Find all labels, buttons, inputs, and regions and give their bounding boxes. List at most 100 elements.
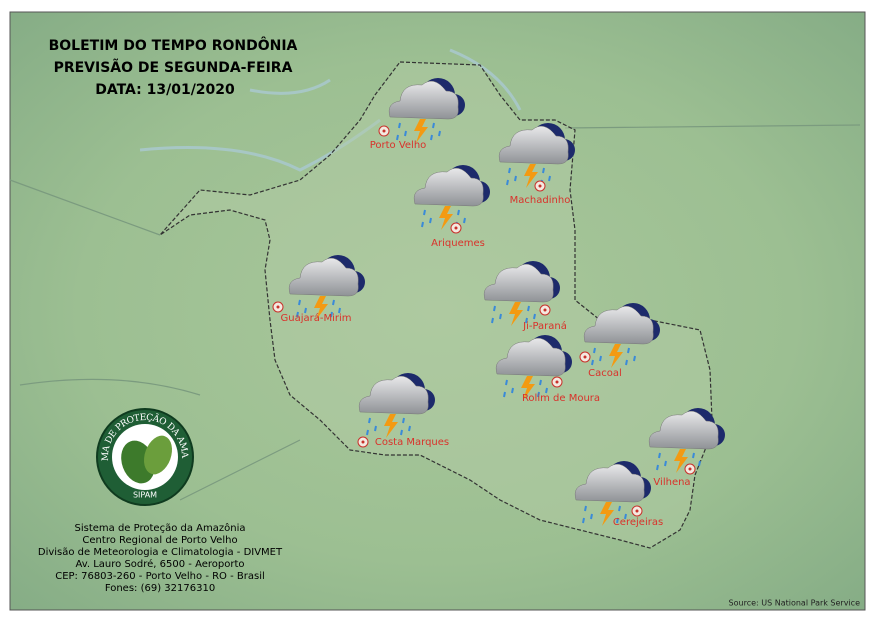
lightning <box>384 414 398 438</box>
rain-drop <box>618 505 621 512</box>
rain-drop <box>508 167 511 174</box>
cloud <box>388 80 459 120</box>
rain-drop <box>429 217 432 224</box>
rain-drop <box>430 134 433 141</box>
lightning <box>414 119 428 143</box>
rain-drop <box>591 359 594 366</box>
cloud <box>648 410 719 450</box>
rain-drop <box>423 209 426 216</box>
rain-drop <box>542 167 545 174</box>
rain-drop <box>537 391 540 398</box>
city-marker-dot <box>382 129 386 133</box>
weather-icon <box>483 261 560 326</box>
rain-drop <box>330 311 333 318</box>
rain-drop <box>396 134 399 141</box>
city-label: Porto Velho <box>370 140 427 151</box>
footer-line: CEP: 76803-260 - Porto Velho - RO - Bras… <box>55 571 265 582</box>
rain-drop <box>505 379 508 386</box>
rain-drop <box>499 313 502 320</box>
rivers <box>139 48 522 172</box>
rain-drop <box>432 122 435 129</box>
rain-drop <box>506 179 509 186</box>
rain-drop <box>698 460 701 467</box>
city-label: Machadinho <box>510 195 571 206</box>
rain-drop <box>525 317 528 324</box>
lightning <box>509 302 523 326</box>
rain-drop <box>624 513 627 520</box>
city-marker-dot <box>583 355 587 359</box>
rain-drop <box>296 311 299 318</box>
rain-drop <box>503 391 506 398</box>
cloud <box>413 167 484 207</box>
weather-icon <box>583 303 660 368</box>
rain-drop <box>374 425 377 432</box>
weather-icon <box>358 373 435 438</box>
cloud <box>583 305 654 345</box>
weather-icon <box>288 255 365 320</box>
city-label: Rolim de Moura <box>522 393 600 404</box>
rain-drop <box>398 122 401 129</box>
rain-drop <box>545 387 548 394</box>
rain-drop <box>463 217 466 224</box>
rain-drop <box>533 313 536 320</box>
city-marker-dot <box>538 184 542 188</box>
city-marker-dot <box>635 509 639 513</box>
rain-drop <box>548 175 551 182</box>
rain-drop <box>491 317 494 324</box>
rain-drop <box>658 452 661 459</box>
logo-acronym: SIPAM <box>133 491 157 500</box>
rain-drop <box>366 429 369 436</box>
city-label: Costa Marques <box>375 437 449 448</box>
lightning <box>674 449 688 473</box>
rain-drop <box>582 517 585 524</box>
rain-drop <box>368 417 371 424</box>
city-label: Ji-Paraná <box>522 320 567 332</box>
city-label: Guajará-Mirim <box>280 312 351 324</box>
rain-drop <box>332 299 335 306</box>
rain-drop <box>493 305 496 312</box>
rain-drop <box>400 429 403 436</box>
lightning <box>524 164 538 188</box>
subtitle: PREVISÃO DE SEGUNDA-FEIRA <box>54 59 293 76</box>
rain-drop <box>514 175 517 182</box>
source: Source: US National Park Service <box>729 599 861 608</box>
lightning <box>609 344 623 368</box>
rain-drop <box>584 505 587 512</box>
rain-drop <box>599 355 602 362</box>
city-marker-dot <box>276 305 280 309</box>
footer-line: Av. Lauro Sodré, 6500 - Aeroporto <box>75 558 244 570</box>
city-marker-dot <box>361 440 365 444</box>
cloud <box>483 263 554 303</box>
cloud <box>358 375 429 415</box>
footer-line: Centro Regional de Porto Velho <box>82 535 237 546</box>
footer-line: Sistema de Proteção da Amazônia <box>75 522 246 534</box>
borders <box>9 124 861 501</box>
cloud <box>288 257 359 297</box>
city-marker-dot <box>555 380 559 384</box>
city-marker-dot <box>688 467 692 471</box>
weather-icon <box>495 335 572 400</box>
rain-drop <box>692 452 695 459</box>
rain-drop <box>338 307 341 314</box>
lightning <box>439 206 453 230</box>
title: BOLETIM DO TEMPO RONDÔNIA <box>49 36 298 54</box>
rain-drop <box>627 347 630 354</box>
rain-drop <box>298 299 301 306</box>
rain-drop <box>539 379 542 386</box>
city-label: Cerejeiras <box>613 517 663 528</box>
rain-drop <box>527 305 530 312</box>
city-label: Vilhena <box>653 477 690 488</box>
cloud <box>498 125 569 165</box>
rain-drop <box>421 221 424 228</box>
city-label: Cacoal <box>588 368 622 379</box>
weather-icon <box>574 461 651 526</box>
rain-drop <box>656 464 659 471</box>
rain-drop <box>404 130 407 137</box>
rain-drop <box>625 359 628 366</box>
rain-drop <box>664 460 667 467</box>
city-label: Ariquemes <box>431 238 485 249</box>
weather-icon <box>388 78 465 143</box>
footer-line: Fones: (69) 32176310 <box>105 583 215 594</box>
